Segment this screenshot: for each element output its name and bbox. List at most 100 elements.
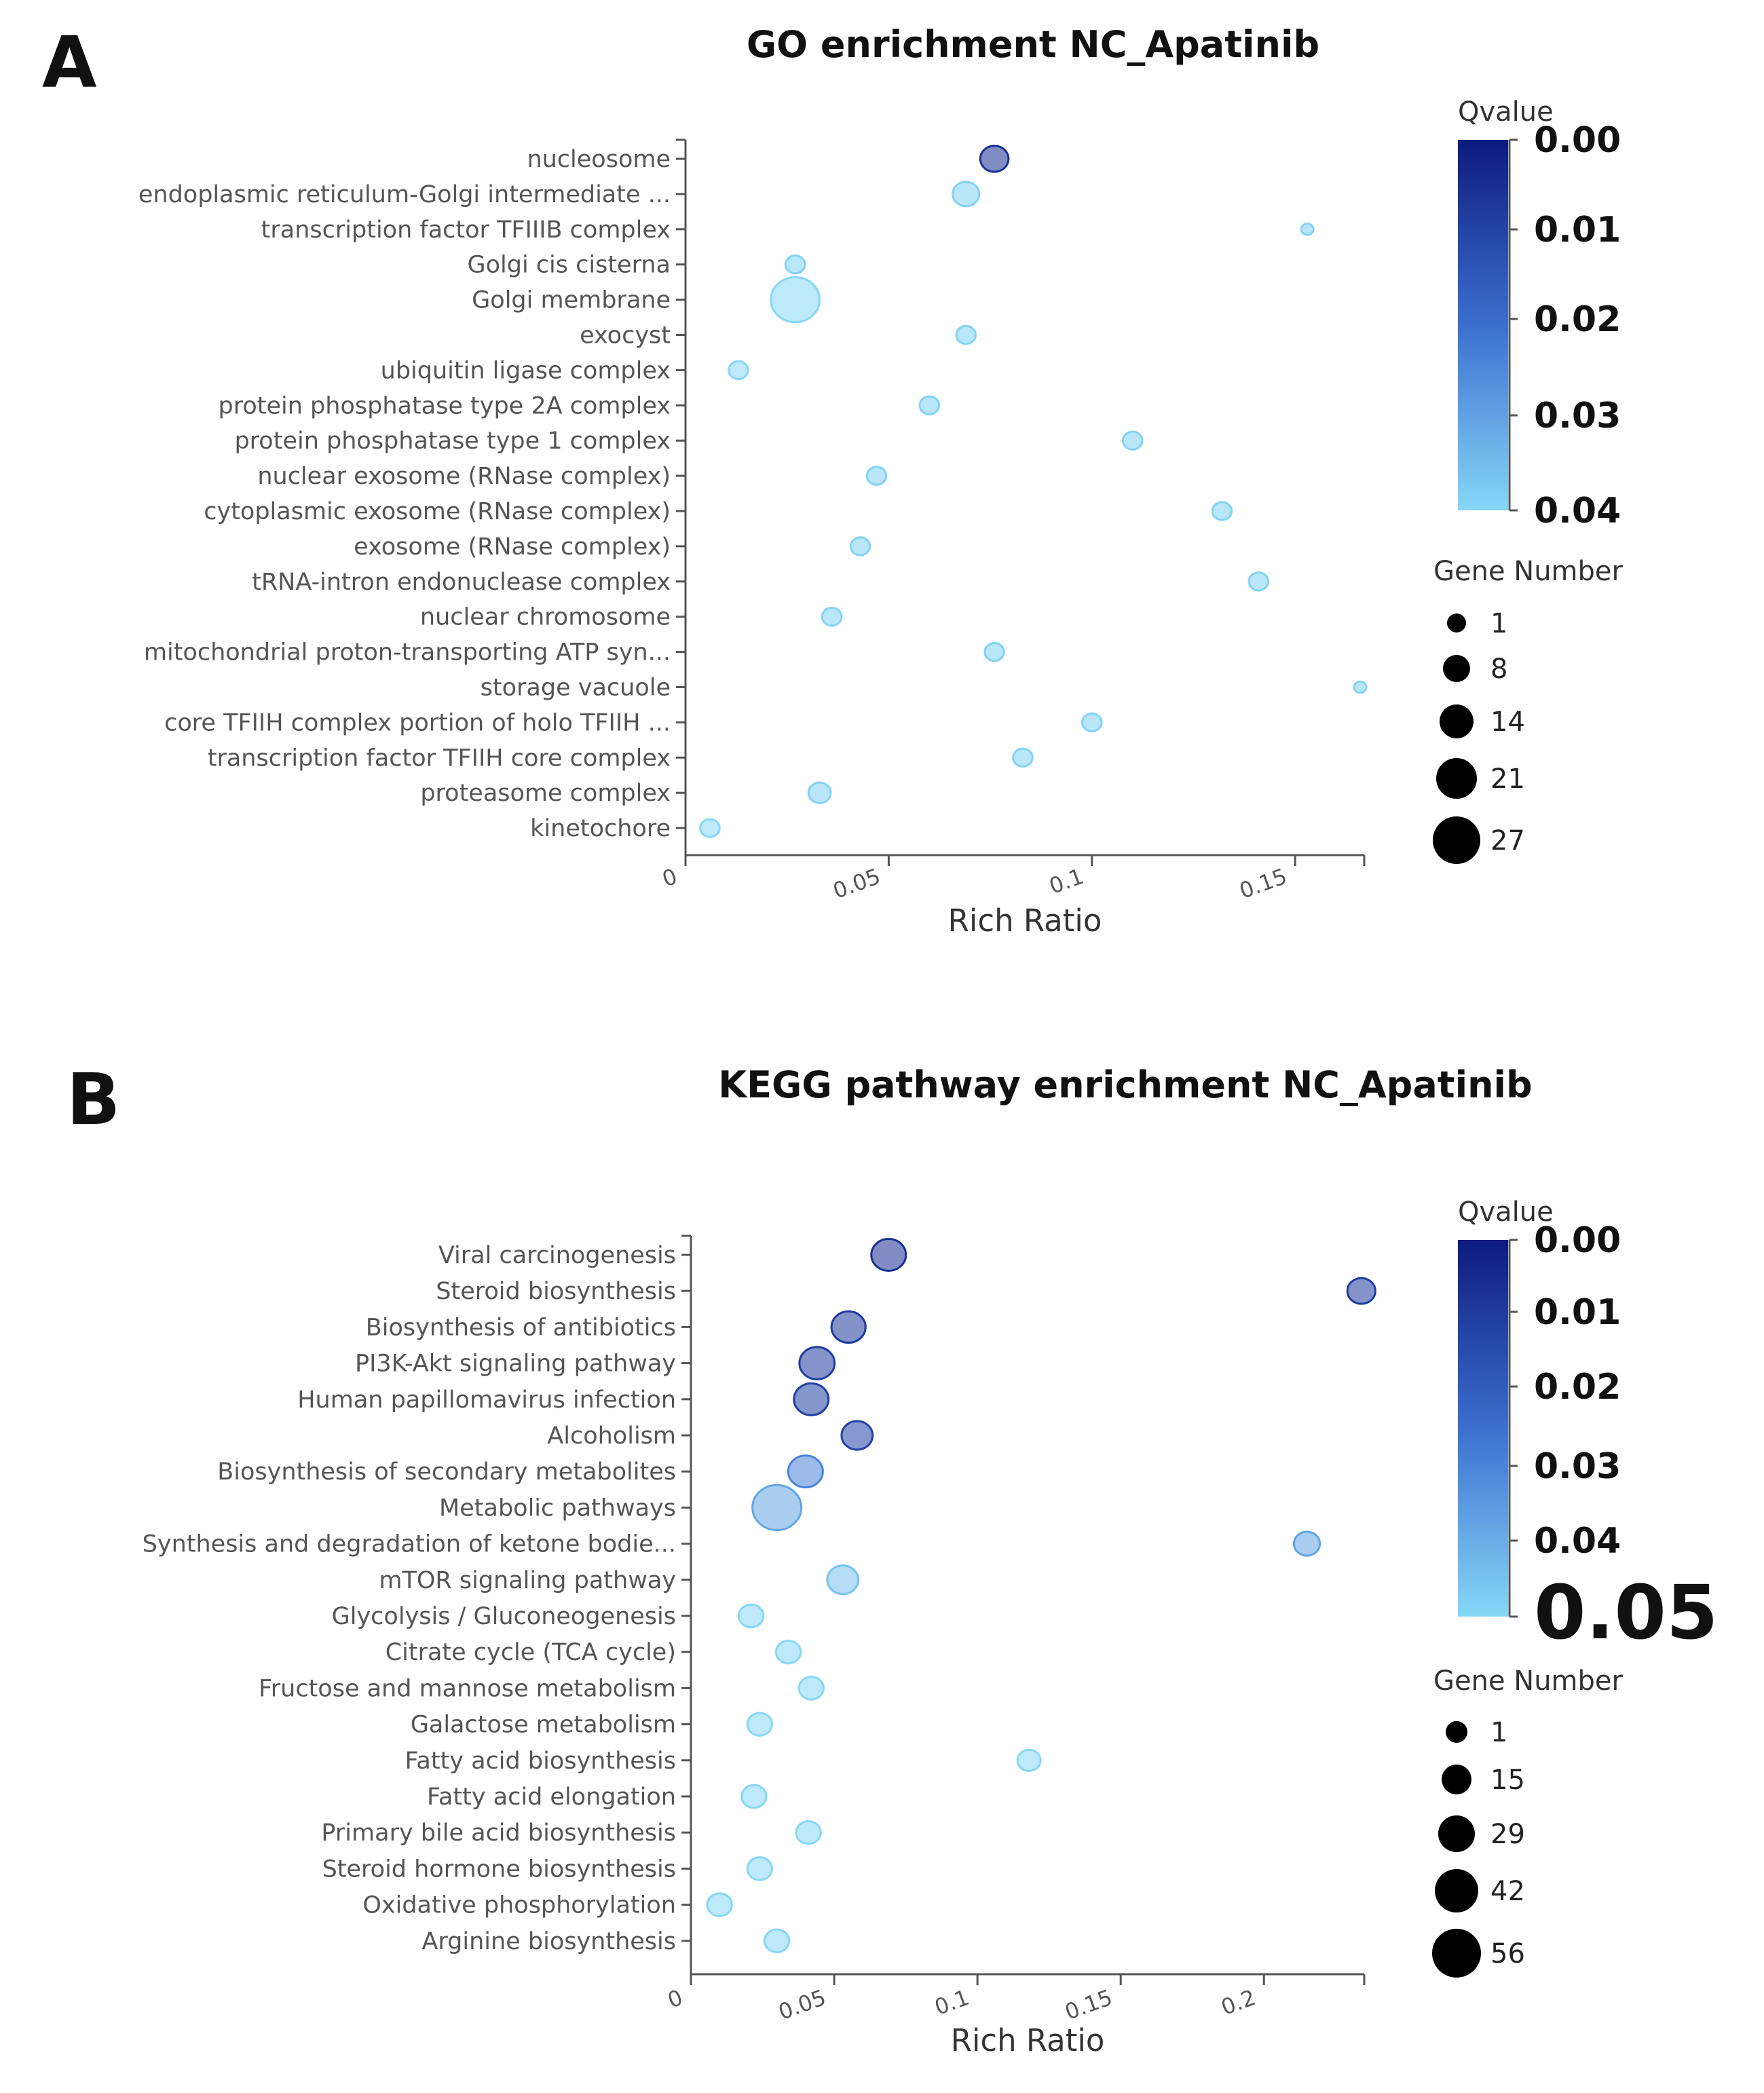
panel-b-bubble <box>870 1238 907 1272</box>
panel-a-size-legend-dot <box>1447 614 1466 633</box>
panel-b-size-legend-label: 15 <box>1490 1765 1525 1796</box>
panel-a-category-label: tRNA-intron endonuclease complex <box>252 569 671 596</box>
panel-a-category-label: mitochondrial proton-transporting ATP sy… <box>144 639 671 666</box>
panel-a-category-label: transcription factor TFIIH core complex <box>208 744 671 772</box>
panel-a-x-axis-title: Rich Ratio <box>948 903 1102 939</box>
panel-a-size-legend-label: 8 <box>1490 654 1507 685</box>
panel-a-bubble <box>728 360 749 381</box>
panel-b-bubble <box>793 1382 830 1416</box>
panel-b-x-tick-label: 0 <box>664 1984 686 2014</box>
panel-a-category-label: endoplasmic reticulum-Golgi intermediate… <box>138 181 671 208</box>
panel-b-category-label: Glycolysis / Gluconeogenesis <box>332 1603 676 1630</box>
panel-a-bubble <box>1247 571 1270 592</box>
panel-a-size-legend-dot <box>1433 816 1480 864</box>
panel-b-size-legend-dot <box>1438 1815 1475 1852</box>
panel-b-size-legend-dot <box>1432 1929 1481 1978</box>
panel-b-chart: KEGG pathway enrichment NC_Apatinib Viral… <box>143 1063 1719 2058</box>
panel-a-bubble <box>1300 223 1315 236</box>
panel-b-category-label: Fructose and mannose metabolism <box>259 1675 676 1702</box>
panel-b-category-label: Steroid biosynthesis <box>436 1278 676 1305</box>
panel-b-size-legend-label: 56 <box>1490 1938 1525 1969</box>
panel-a-bubble <box>1121 430 1144 451</box>
panel-b-colorbar-label: 0.05 <box>1534 1569 1718 1656</box>
panel-b-title: KEGG pathway enrichment NC_Apatinib <box>718 1063 1532 1106</box>
panel-a-bubble <box>849 536 871 557</box>
panel-a-category-label: proteasome complex <box>420 780 671 807</box>
panel-a-x-tick-label: 0 <box>659 863 681 892</box>
panel-b-bubble <box>826 1564 860 1596</box>
panel-b-bubble <box>797 1676 825 1701</box>
panel-a-qvalue-colorbar <box>1458 140 1508 510</box>
panel-b-size-legend-label: 29 <box>1490 1819 1525 1850</box>
panel-a-category-label: transcription factor TFIIIB complex <box>261 216 671 244</box>
panel-a-bubble <box>1081 712 1103 733</box>
panel-b-colorbar-label: 0.02 <box>1534 1367 1621 1408</box>
panel-b-bubble <box>746 1856 774 1881</box>
panel-a-colorbar-label: 0.03 <box>1534 396 1621 436</box>
panel-a-colorbar-label: 0.04 <box>1534 491 1621 531</box>
panel-a-size-legend-dot <box>1440 704 1474 738</box>
panel-a-bubble <box>784 254 806 275</box>
panel-b-bubble <box>746 1712 774 1737</box>
panel-a-bubble <box>979 145 1010 173</box>
panel-b-x-axis-title: Rich Ratio <box>951 2022 1105 2058</box>
panel-a-bubble <box>821 607 843 627</box>
panel-b-category-label: Primary bile acid biosynthesis <box>321 1819 676 1847</box>
panel-a-qvalue-legend-title: Qvalue <box>1458 96 1554 128</box>
panel-b-bubble <box>763 1928 791 1954</box>
panel-b-bubble <box>798 1346 836 1380</box>
panel-a-letter: A <box>42 21 97 104</box>
panel-b-bubble <box>1292 1530 1321 1557</box>
panel-a-x-tick-label: 0.1 <box>1046 863 1087 899</box>
panel-a-x-tick-label: 0.05 <box>829 863 884 904</box>
panel-b-category-label: Steroid hormone biosynthesis <box>322 1855 676 1883</box>
panel-b-bubble <box>740 1784 768 1809</box>
panel-a-bubble <box>865 466 888 486</box>
panel-a-bubble <box>770 276 821 324</box>
panel-a-bubble <box>918 395 941 415</box>
panel-b-colorbar-label: 0.01 <box>1534 1292 1621 1333</box>
panel-a-category-label: core TFIIH complex portion of holo TFIIH… <box>164 709 671 736</box>
panel-a-category-label: kinetochore <box>530 815 671 842</box>
panel-b-size-legend-label: 42 <box>1490 1876 1525 1907</box>
panel-a-chart: GO enrichment NC_Apatinib nucleosome endop… <box>138 23 1624 939</box>
panel-b-x-tick-label: 0.1 <box>931 1984 973 2020</box>
panel-b-x-tick-label: 0.05 <box>775 1984 829 2025</box>
panel-a-bubble <box>955 324 977 345</box>
panel-b-bubble <box>774 1639 802 1665</box>
panel-a-bubble <box>1012 747 1034 768</box>
panel-a-category-label: nucleosome <box>527 146 671 173</box>
panel-b-qvalue-colorbar <box>1458 1240 1508 1617</box>
panel-a-size-legend-label: 1 <box>1490 608 1507 639</box>
panel-b-category-label: Human papillomavirus infection <box>297 1387 676 1414</box>
panel-a-category-label: exocyst <box>580 322 671 350</box>
panel-a-size-legend-label: 27 <box>1490 825 1525 856</box>
panel-a-category-label: protein phosphatase type 2A complex <box>219 392 671 419</box>
panel-a-size-legend-dot <box>1443 655 1470 682</box>
panel-b-category-label: Arginine biosynthesis <box>421 1928 676 1955</box>
panel-b-category-label: Metabolic pathways <box>439 1494 676 1522</box>
panel-a-category-label: protein phosphatase type 1 complex <box>234 428 671 455</box>
panel-a-bubble <box>952 181 981 208</box>
panel-b-bubble <box>830 1310 867 1344</box>
panel-b-x-tick-label: 0.15 <box>1062 1984 1116 2025</box>
panel-b-category-label: Biosynthesis of secondary metabolites <box>217 1458 676 1486</box>
panel-b-bubble <box>706 1892 733 1917</box>
panel-a-category-label: nuclear chromosome <box>420 604 671 631</box>
panel-a-gene-number-legend-title: Gene Number <box>1433 556 1624 587</box>
panel-a-category-label: nuclear exosome (RNase complex) <box>257 463 671 490</box>
panel-a-size-legend-label: 14 <box>1490 706 1525 738</box>
panel-a-category-label: Golgi cis cisterna <box>467 252 671 279</box>
panel-a-size-legend-label: 21 <box>1490 763 1525 795</box>
panel-b-letter: B <box>67 1058 120 1141</box>
panel-b-size-legend-dot <box>1446 1721 1467 1743</box>
panel-a-category-label: exosome (RNase complex) <box>354 533 671 561</box>
panel-a-category-label: cytoplasmic exosome (RNase complex) <box>204 498 671 525</box>
panel-b-size-legend-dot <box>1442 1765 1471 1794</box>
panel-a-category-label: ubiquitin ligase complex <box>381 357 671 384</box>
panel-b-x-tick-label: 0.2 <box>1218 1984 1259 2020</box>
panel-a-bubble <box>699 818 721 838</box>
panel-a-size-legend-dot <box>1436 758 1477 799</box>
panel-a-title: GO enrichment NC_Apatinib <box>747 23 1319 66</box>
